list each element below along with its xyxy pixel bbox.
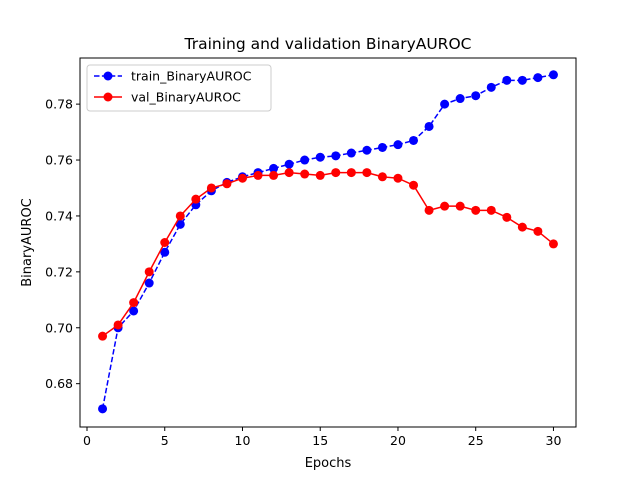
data-point-val_BinaryAUROC bbox=[455, 201, 465, 211]
data-point-val_BinaryAUROC bbox=[346, 168, 356, 178]
data-point-val_BinaryAUROC bbox=[284, 168, 294, 178]
data-point-train_BinaryAUROC bbox=[300, 155, 310, 165]
data-point-train_BinaryAUROC bbox=[160, 247, 170, 257]
data-point-val_BinaryAUROC bbox=[237, 173, 247, 183]
y-tick-label: 0.70 bbox=[45, 320, 73, 335]
data-point-train_BinaryAUROC bbox=[346, 148, 356, 158]
legend-label: val_BinaryAUROC bbox=[131, 90, 241, 105]
data-point-val_BinaryAUROC bbox=[113, 320, 123, 330]
data-point-train_BinaryAUROC bbox=[129, 306, 139, 316]
data-point-val_BinaryAUROC bbox=[144, 267, 154, 277]
x-tick-label: 20 bbox=[390, 433, 406, 448]
data-point-val_BinaryAUROC bbox=[440, 201, 450, 211]
data-point-val_BinaryAUROC bbox=[393, 173, 403, 183]
data-point-train_BinaryAUROC bbox=[533, 73, 543, 83]
chart-title: Training and validation BinaryAUROC bbox=[184, 35, 472, 53]
y-tick-label: 0.78 bbox=[45, 97, 73, 112]
y-tick-label: 0.72 bbox=[45, 264, 73, 279]
data-point-val_BinaryAUROC bbox=[98, 331, 108, 341]
data-point-train_BinaryAUROC bbox=[517, 75, 527, 85]
data-point-train_BinaryAUROC bbox=[98, 404, 108, 414]
data-point-val_BinaryAUROC bbox=[269, 170, 279, 180]
data-point-val_BinaryAUROC bbox=[486, 205, 496, 215]
y-tick-label: 0.74 bbox=[45, 208, 73, 223]
y-tick-label: 0.76 bbox=[45, 153, 73, 168]
data-point-val_BinaryAUROC bbox=[129, 298, 139, 308]
data-point-val_BinaryAUROC bbox=[548, 239, 558, 249]
x-axis: 0 5 10 15 20 25 30 bbox=[83, 427, 561, 448]
data-point-val_BinaryAUROC bbox=[377, 172, 387, 182]
x-axis-label: Epochs bbox=[305, 456, 352, 471]
data-point-train_BinaryAUROC bbox=[471, 91, 481, 101]
data-point-train_BinaryAUROC bbox=[409, 135, 419, 145]
plot-frame bbox=[79, 57, 577, 428]
data-point-val_BinaryAUROC bbox=[206, 183, 216, 193]
data-point-train_BinaryAUROC bbox=[269, 163, 279, 173]
legend: train_BinaryAUROC val_BinaryAUROC bbox=[86, 64, 272, 112]
y-axis: 0.68 0.70 0.72 0.74 0.76 0.78 bbox=[45, 97, 80, 391]
legend-label: train_BinaryAUROC bbox=[131, 69, 252, 84]
data-point-val_BinaryAUROC bbox=[300, 169, 310, 179]
data-point-val_BinaryAUROC bbox=[315, 170, 325, 180]
series-line-train_BinaryAUROC bbox=[101, 74, 554, 409]
data-point-train_BinaryAUROC bbox=[331, 151, 341, 161]
data-point-val_BinaryAUROC bbox=[160, 238, 170, 247]
data-point-train_BinaryAUROC bbox=[144, 278, 154, 288]
x-tick-label: 5 bbox=[161, 433, 169, 448]
x-tick-label: 30 bbox=[546, 433, 562, 448]
data-point-train_BinaryAUROC bbox=[455, 94, 465, 104]
data-point-train_BinaryAUROC bbox=[424, 121, 434, 131]
legend-marker bbox=[103, 92, 113, 102]
x-tick-label: 25 bbox=[468, 433, 484, 448]
data-point-train_BinaryAUROC bbox=[393, 140, 403, 150]
y-axis-label: BinaryAUROC bbox=[20, 198, 35, 287]
x-tick-label: 10 bbox=[235, 433, 251, 448]
data-point-train_BinaryAUROC bbox=[362, 145, 372, 155]
x-tick-label: 0 bbox=[83, 433, 91, 448]
y-tick-label: 0.68 bbox=[45, 376, 73, 391]
data-point-val_BinaryAUROC bbox=[533, 226, 543, 236]
data-point-val_BinaryAUROC bbox=[362, 168, 372, 178]
series-line-val_BinaryAUROC bbox=[102, 171, 554, 337]
data-point-train_BinaryAUROC bbox=[377, 142, 387, 152]
data-point-val_BinaryAUROC bbox=[517, 222, 527, 232]
data-point-val_BinaryAUROC bbox=[222, 179, 232, 189]
data-point-train_BinaryAUROC bbox=[548, 70, 558, 80]
data-point-val_BinaryAUROC bbox=[191, 194, 201, 204]
data-point-train_BinaryAUROC bbox=[486, 82, 496, 92]
data-point-train_BinaryAUROC bbox=[175, 219, 185, 229]
data-point-train_BinaryAUROC bbox=[502, 75, 512, 85]
data-point-val_BinaryAUROC bbox=[175, 211, 185, 221]
data-point-train_BinaryAUROC bbox=[284, 159, 294, 169]
x-tick-label: 15 bbox=[312, 433, 328, 448]
data-point-val_BinaryAUROC bbox=[409, 180, 419, 190]
data-point-val_BinaryAUROC bbox=[331, 168, 341, 178]
data-point-val_BinaryAUROC bbox=[502, 212, 512, 222]
data-point-val_BinaryAUROC bbox=[253, 170, 263, 180]
legend-box bbox=[86, 64, 272, 112]
legend-marker bbox=[103, 71, 113, 81]
data-point-val_BinaryAUROC bbox=[424, 205, 434, 215]
data-point-val_BinaryAUROC bbox=[471, 205, 481, 215]
data-point-train_BinaryAUROC bbox=[315, 152, 325, 162]
data-point-train_BinaryAUROC bbox=[440, 99, 450, 109]
series-layer bbox=[98, 70, 558, 414]
